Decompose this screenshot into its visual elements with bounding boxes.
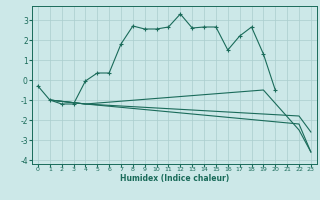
X-axis label: Humidex (Indice chaleur): Humidex (Indice chaleur) [120, 174, 229, 183]
